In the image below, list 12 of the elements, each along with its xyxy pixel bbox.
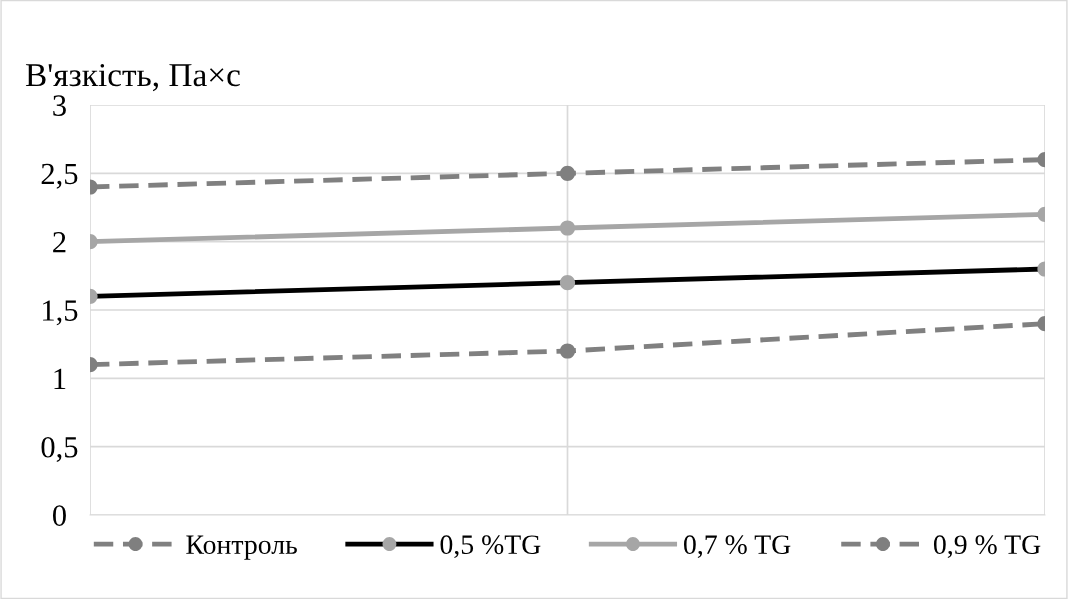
y-tick-label: 3	[53, 95, 66, 116]
y-tick-label: 0	[52, 505, 66, 526]
y-axis-title: В'язкість, Па×с	[25, 63, 240, 92]
legend-label: 0,5 %TG	[440, 535, 541, 559]
y-tick-label: 2,5	[41, 163, 78, 189]
y-tick-label: 0,5	[41, 436, 78, 462]
legend-label: 0,7 % TG	[684, 535, 791, 559]
legend-label: Контроль	[186, 535, 297, 560]
y-tick-label: 1	[54, 368, 66, 389]
y-tick-label: 1,5	[43, 300, 78, 326]
y-tick-label: 2	[53, 232, 66, 253]
legend-label: 0,9 % TG	[933, 535, 1041, 559]
